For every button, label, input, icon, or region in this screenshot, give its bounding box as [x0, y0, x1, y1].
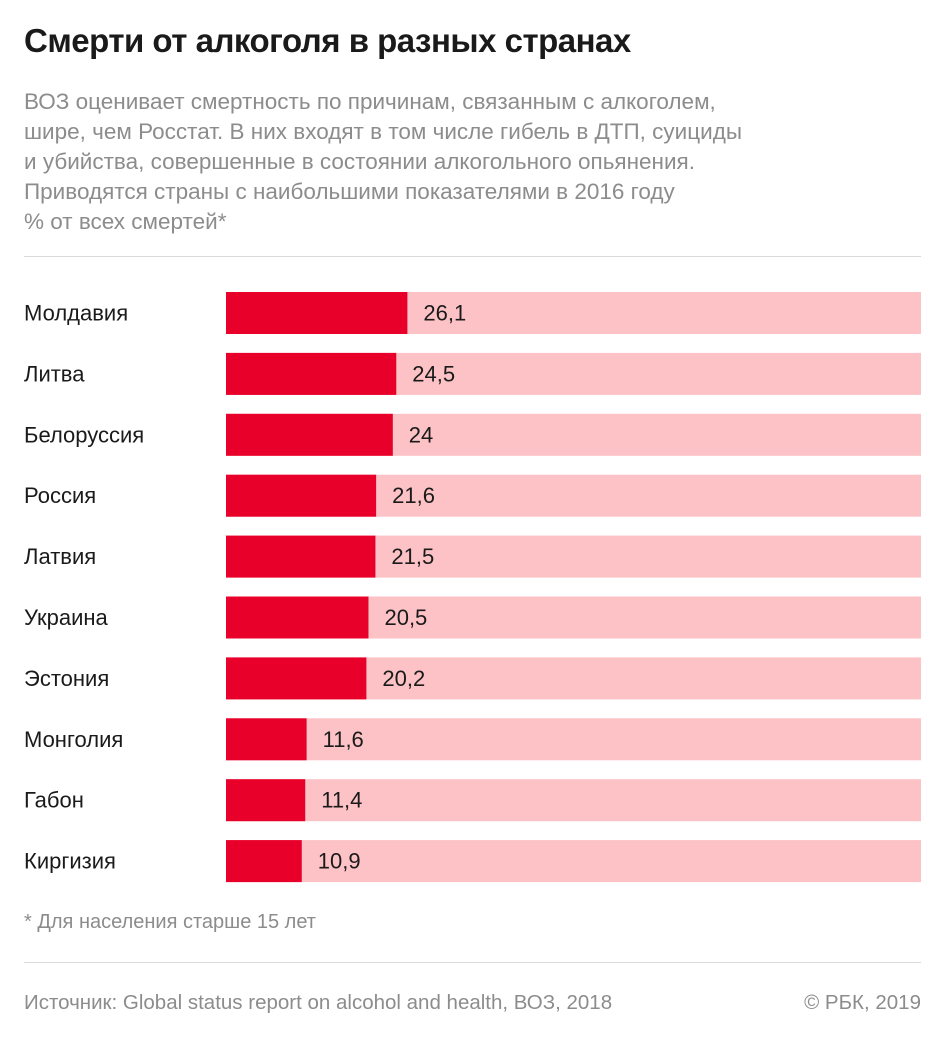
- value-label: 24: [409, 422, 433, 447]
- category-label: Киргизия: [24, 849, 116, 874]
- bar: [226, 352, 397, 395]
- value-label: 21,6: [392, 483, 435, 508]
- value-label: 24,5: [412, 361, 455, 386]
- bar-track: [226, 779, 921, 822]
- category-label: Россия: [24, 483, 96, 508]
- bar: [226, 474, 377, 517]
- bar-track: [226, 840, 921, 883]
- category-label: Латвия: [24, 544, 96, 569]
- bottom-divider: [24, 962, 921, 963]
- category-label: Эстония: [24, 666, 109, 691]
- category-label: Габон: [24, 788, 84, 813]
- value-label: 26,1: [423, 301, 466, 326]
- value-label: 20,2: [382, 666, 425, 691]
- bar-track: [226, 718, 921, 761]
- copyright: © РБК, 2019: [804, 991, 921, 1014]
- bar: [226, 292, 408, 334]
- bar-chart: Молдавия 26,1 Литва 24,5 Белоруссия 24 Россия 2…: [24, 292, 921, 883]
- value-label: 10,9: [318, 849, 361, 874]
- footnote: * Для населения старше 15 лет: [24, 911, 316, 933]
- bar: [226, 718, 307, 761]
- value-label: 20,5: [384, 605, 427, 630]
- category-label: Белоруссия: [24, 422, 144, 447]
- bar: [226, 779, 306, 822]
- subtitle-line: и убийства, совершенные в состоянии алко…: [24, 149, 695, 174]
- bar: [226, 413, 393, 456]
- category-label: Литва: [24, 361, 85, 386]
- category-label: Молдавия: [24, 301, 128, 326]
- bar: [226, 840, 302, 883]
- value-label: 11,4: [321, 788, 362, 813]
- bar: [226, 657, 367, 700]
- value-label: 21,5: [391, 544, 434, 569]
- subtitle-line: ВОЗ оценивает смертность по причинам, св…: [24, 89, 716, 114]
- bar: [226, 596, 369, 639]
- value-label: 11,6: [323, 727, 364, 752]
- category-label: Монголия: [24, 727, 123, 752]
- subtitle-line: Приводятся страны с наибольшими показате…: [24, 179, 675, 204]
- subtitle-line: шире, чем Росстат. В них входят в том чи…: [24, 119, 743, 144]
- category-label: Украина: [24, 605, 109, 630]
- top-divider: [24, 256, 921, 257]
- units-label: % от всех смертей*: [24, 209, 227, 234]
- source-credit: Источник: Global status report on alcoho…: [24, 991, 613, 1014]
- bar: [226, 535, 376, 578]
- chart-subtitle: ВОЗ оценивает смертность по причинам, св…: [24, 87, 924, 237]
- chart-title: Смерти от алкоголя в разных странах: [24, 22, 631, 59]
